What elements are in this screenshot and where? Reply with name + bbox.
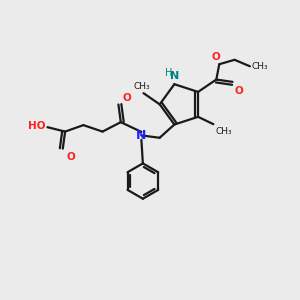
Text: O: O — [212, 52, 220, 62]
Text: H: H — [165, 68, 173, 78]
Text: O: O — [234, 86, 243, 96]
Text: CH₃: CH₃ — [134, 82, 150, 91]
Text: O: O — [66, 152, 75, 162]
Text: N: N — [170, 71, 179, 81]
Text: N: N — [136, 129, 147, 142]
Text: CH₃: CH₃ — [216, 127, 232, 136]
Text: CH₃: CH₃ — [252, 62, 268, 71]
Text: HO: HO — [28, 121, 45, 131]
Text: O: O — [123, 93, 132, 103]
